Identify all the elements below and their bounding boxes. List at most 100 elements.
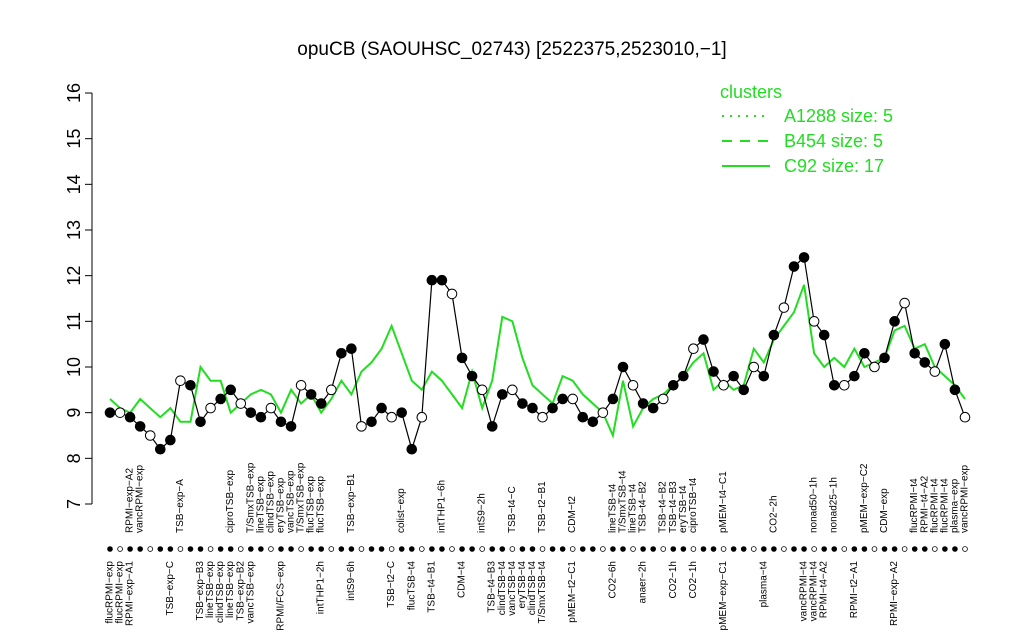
sample-label-bottom: lineTSB−exp [225, 561, 236, 618]
data-point [517, 398, 528, 409]
strip-dot [700, 546, 707, 552]
strip-dot [398, 546, 405, 552]
data-point [818, 329, 830, 341]
strip-dot [740, 546, 747, 552]
data-point [959, 411, 971, 423]
sample-label-bottom: TSB−exp−C [165, 561, 176, 615]
sample-label-bottom: RPMI−exp−A1 [125, 561, 136, 626]
sample-label-top: flucRPMI−t4 [929, 478, 940, 533]
data-point [295, 379, 307, 391]
data-point [798, 252, 810, 263]
data-point [778, 302, 790, 313]
sample-label-bottom: flucRPMI−exp [105, 561, 116, 624]
strip-dot [781, 546, 787, 552]
data-point [386, 411, 397, 423]
y-tick-label: 13 [64, 220, 84, 240]
sample-label-top: vancTSB−exp [286, 470, 297, 533]
sample-label-top: TSB−t4−C [507, 486, 518, 533]
label-layer: RPMI−exp−A2 vancRPMI−exp TSB−exp−A ciproTSB… [105, 462, 971, 630]
sample-label-bottom: vancRPMI−t4 [799, 561, 810, 622]
sample-label-bottom: vancRPMI−t4 [809, 561, 820, 622]
sample-label-top: pMEM−exp−C2 [859, 463, 870, 533]
strip-dot [911, 546, 918, 552]
data-point [627, 379, 639, 391]
series-layer [109, 256, 966, 452]
strip-dot [831, 546, 838, 552]
data-point [205, 402, 216, 414]
strip-dot [147, 546, 154, 552]
data-point [376, 402, 387, 414]
data-point [889, 316, 900, 327]
sample-label-top: TSB−t4−B2 [658, 481, 669, 533]
sample-label-bottom: clindTSB−t4 [527, 561, 538, 616]
strip-dot [529, 546, 536, 552]
sample-label-bottom: RPMI−exp−A2 [889, 561, 900, 626]
sample-label-bottom: TSB−t2−C [386, 561, 397, 608]
strip-dot [620, 546, 626, 552]
sample-label-bottom: pMEM−t2−C1 [567, 561, 578, 623]
data-point [245, 407, 257, 418]
data-point [838, 379, 850, 391]
strip-dot [207, 546, 214, 552]
strip-dot [942, 546, 948, 552]
strip-dot [791, 546, 797, 552]
strip-dot [600, 546, 606, 552]
sample-label-top: eryTSB−exp [276, 477, 287, 533]
strip-dot [358, 546, 365, 552]
data-point [346, 343, 357, 355]
sample-label-top: T/SmxTSB−t4 [618, 470, 629, 533]
data-point [547, 402, 558, 414]
strip-dot [630, 546, 636, 552]
sample-label-bottom: RPMI/FCS−exp [276, 561, 287, 631]
data-point [869, 361, 880, 373]
data-point [336, 348, 347, 359]
sample-label-top: flucTSB−exp [306, 476, 317, 533]
strip-dot [730, 546, 737, 552]
data-point [325, 384, 337, 396]
data-point [667, 379, 679, 391]
strip-dot [408, 546, 415, 552]
data-point [486, 421, 498, 432]
sample-label-top: TSB−t4−B2 [638, 481, 649, 533]
strip-dot [962, 546, 968, 552]
strip-dot [579, 546, 586, 552]
strip-dot [569, 546, 576, 552]
data-point [617, 361, 629, 373]
sample-label-bottom: CO2−6h [607, 561, 618, 599]
data-point [708, 366, 719, 377]
data-point [396, 407, 408, 418]
data-point [175, 375, 186, 387]
strip-dot [298, 546, 304, 552]
data-point [597, 407, 609, 418]
sample-label-bottom: flucTSB−t4 [406, 561, 417, 611]
sample-label-bottom: lineTSB−exp [205, 561, 216, 618]
strip-dot [610, 546, 616, 552]
legend-entry: C92 size: 17 [784, 156, 884, 176]
data-point [406, 443, 418, 455]
strip-dot [328, 546, 335, 552]
sample-label-bottom: CO2−1h [688, 561, 699, 599]
data-point [688, 343, 699, 355]
y-tick-label: 14 [64, 174, 84, 194]
strip-dot [217, 546, 224, 552]
strip-dot [499, 546, 506, 552]
sample-label-top: intTHP1−6h [436, 480, 447, 533]
chart-title: opuCB (SAOUHSC_02743) [2522375,2523010,−… [297, 39, 726, 60]
sample-label-bottom: clindTSB−t4 [497, 561, 508, 616]
strip-dot [590, 546, 596, 552]
strip-dot [268, 546, 274, 552]
strip-dot [761, 546, 767, 552]
strip-dot [258, 546, 264, 552]
data-point [768, 329, 780, 341]
sample-label-bottom: RPMI−t2−A1 [849, 561, 860, 619]
data-point [476, 384, 488, 396]
strip-dot [227, 546, 234, 552]
data-point [949, 384, 961, 396]
strip-dot [771, 546, 777, 552]
strip-dot [670, 546, 677, 552]
data-point [366, 416, 377, 428]
data-point [104, 407, 116, 418]
strip-dot [348, 546, 355, 552]
legend-title: clusters [720, 82, 782, 102]
